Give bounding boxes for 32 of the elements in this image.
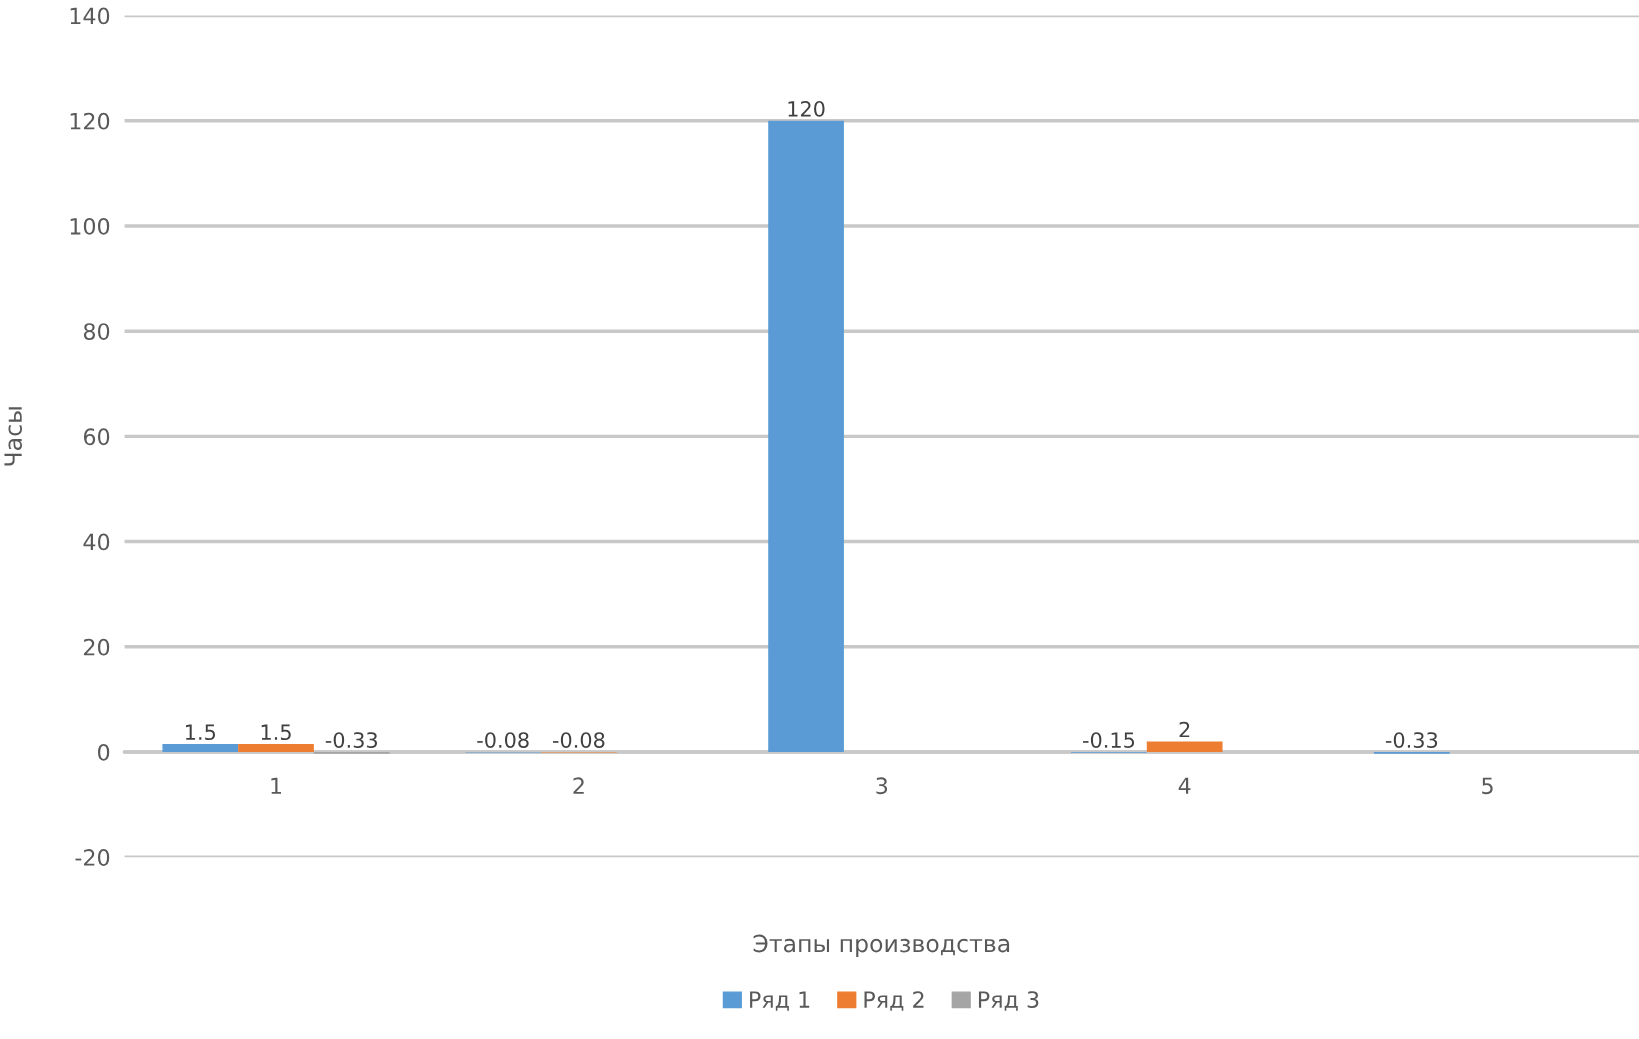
y-tick-label: 60	[83, 428, 110, 446]
y-tick-label: 100	[70, 217, 110, 235]
legend-label: Ряд 2	[864, 991, 924, 1011]
legend-label: Ряд 1	[750, 991, 810, 1011]
x-tick-label: 1	[271, 777, 282, 794]
y-axis-title: Часы	[4, 407, 23, 466]
data-label: -0.08	[552, 732, 605, 748]
y-tick-label: 40	[83, 533, 110, 551]
data-label: -0.08	[477, 732, 529, 748]
x-tick-label: 5	[1482, 777, 1493, 795]
y-tick-label: -20	[75, 849, 110, 866]
y-tick-label: 140	[70, 7, 110, 25]
x-tick-label: 4	[1178, 777, 1191, 794]
data-label: 1.5	[261, 724, 291, 741]
data-label: -0.33	[1385, 732, 1438, 748]
bar	[1146, 741, 1223, 752]
y-tick-label: 120	[70, 112, 110, 130]
data-label: -0.15	[1083, 732, 1135, 748]
bar	[768, 120, 844, 752]
legend-label: Ряд 3	[978, 991, 1039, 1011]
data-label: 2	[1179, 721, 1190, 738]
bar	[238, 744, 314, 752]
data-label: 1.5	[186, 724, 216, 741]
data-label: 120	[788, 100, 825, 117]
y-tick-label: 0	[98, 743, 110, 761]
y-tick-label: 80	[83, 323, 110, 340]
x-tick-label: 3	[876, 777, 888, 795]
x-axis-title: Этапы производства	[753, 934, 1010, 957]
y-tick-label: 20	[84, 638, 110, 656]
x-tick-label: 2	[573, 777, 584, 794]
data-label: -0.33	[325, 732, 378, 748]
bar	[162, 744, 239, 752]
